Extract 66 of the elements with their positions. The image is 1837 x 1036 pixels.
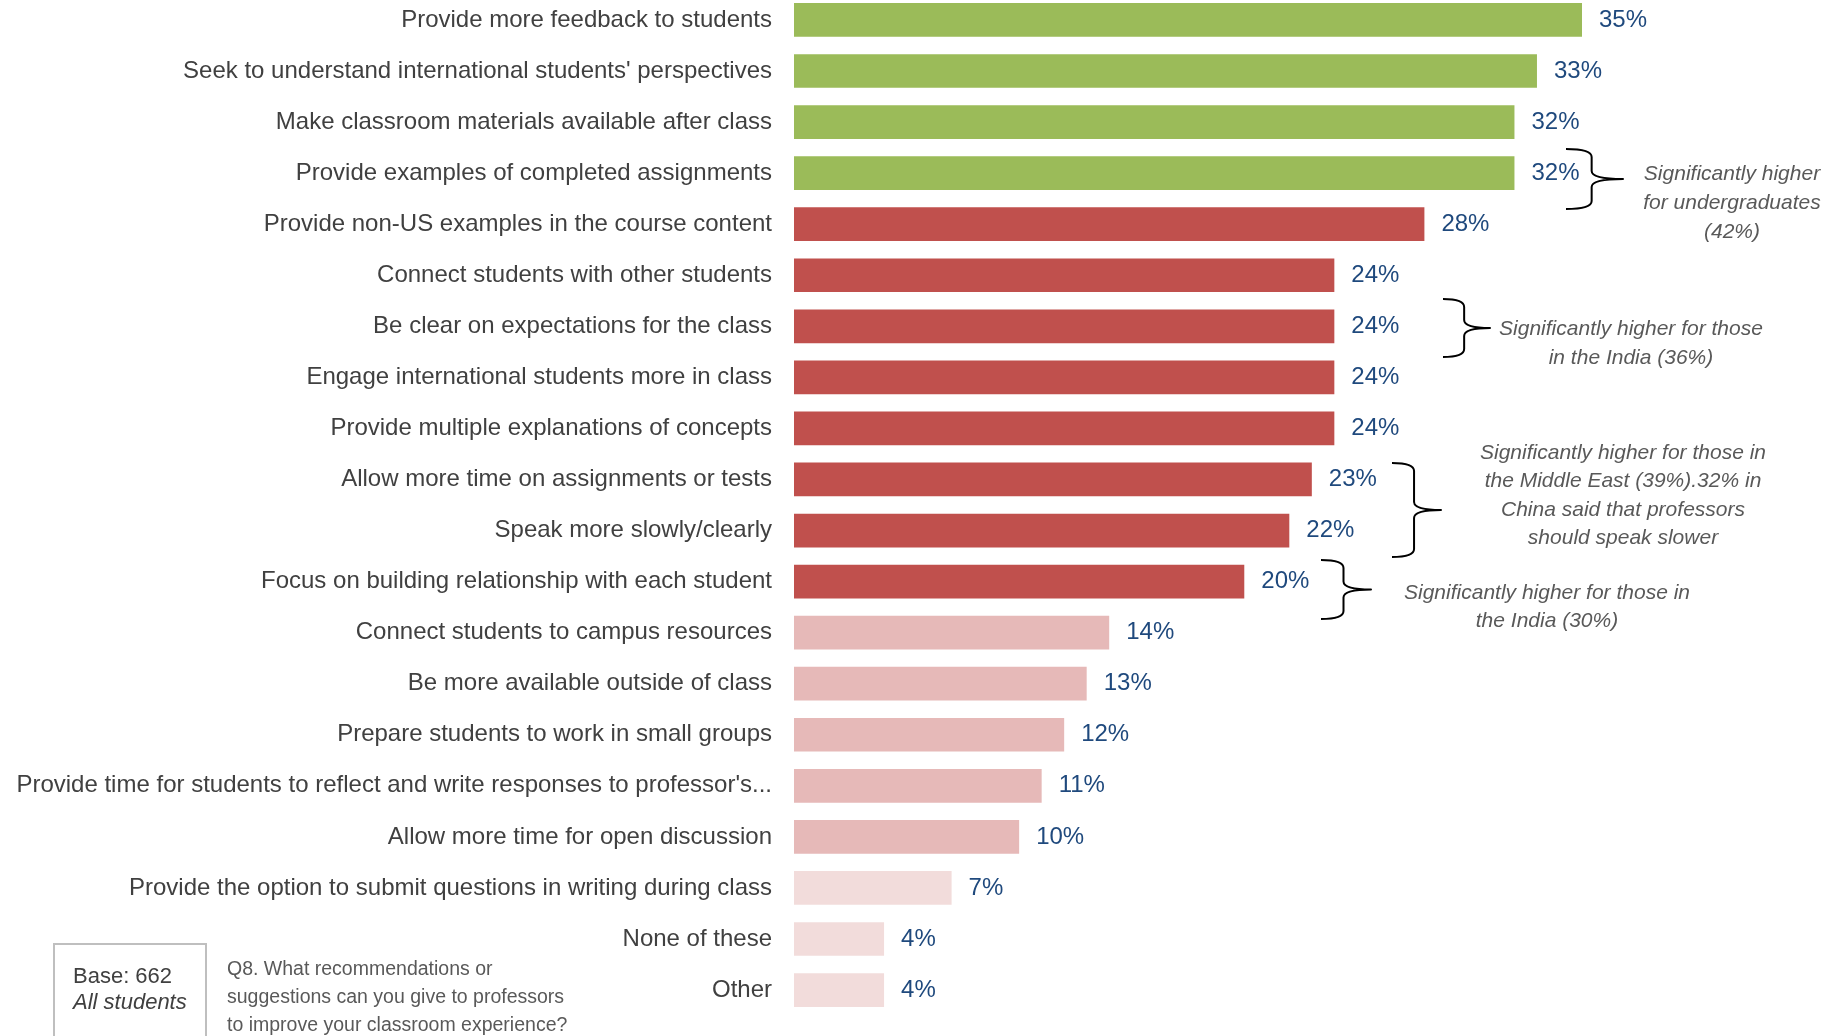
y-tick-label: Be more available outside of class [407,668,772,696]
note-box: Base: 662 All students [53,943,207,1036]
data-label: 32% [1531,106,1580,134]
data-label: 22% [1306,515,1355,543]
y-tick-label: Seek to understand international students' perspectives [183,55,772,83]
data-label: 4% [901,923,936,951]
data-label: 20% [1261,566,1310,594]
data-label: 24% [1351,259,1400,287]
bar [794,360,1335,395]
data-label: 12% [1081,719,1130,747]
annotation: Significantly higher for those in the India (36%) [1498,314,1764,370]
bar [794,922,885,956]
y-tick-label: Focus on building relationship with each student [261,566,773,594]
bar [794,564,1245,599]
data-label: 7% [968,872,1004,900]
y-tick-label: Prepare students to work in small groups [337,719,772,747]
text: Significantly higher for undergraduates (42%) [1642,159,1822,244]
bar [794,54,1537,88]
data-label: 28% [1441,208,1490,236]
bar [794,207,1425,242]
bar [794,820,1020,854]
annotation: Significantly higher for those in the Middle East (39%).32% in China said that professors should speak slower [1479,438,1767,551]
bar [794,3,1582,37]
y-tick-label: Provide non-US examples in the course content [263,208,773,236]
y-tick-label: Provide more feedback to students [401,4,772,32]
y-tick-label: Provide time for students to reflect and write responses to professor's... [16,770,772,798]
data-label: 4% [901,974,936,1002]
data-label: 24% [1351,361,1400,389]
y-tick-label: Provide the option to submit questions in writing during class [128,872,772,900]
y-tick-label: Connect students to campus resources [355,617,772,645]
bar [794,768,1042,803]
bar [794,513,1290,548]
annotation: Significantly higher for those in the India (30%) [1403,578,1691,634]
data-label: 24% [1351,413,1400,441]
bar [794,258,1335,293]
text: Q8. What recommendations or suggestions can you give to professors to improve your classroom experience? [227,956,569,1036]
data-label: 32% [1531,157,1580,185]
data-label: 35% [1599,4,1648,32]
data-label: 13% [1103,668,1152,696]
y-tick-label: Provide examples of completed assignments [295,157,772,185]
y-tick-label: Connect students with other students [377,259,772,287]
data-label: 14% [1126,617,1175,645]
data-label: 23% [1328,464,1377,492]
y-tick-label: Allow more time for open discussion [387,821,772,849]
y-tick-label: Make classroom materials available after class [275,106,772,134]
bar [794,156,1515,190]
y-tick-label: Speak more slowly/clearly [494,515,772,543]
y-tick-label: Allow more time on assignments or tests [341,464,772,492]
y-tick-label: None of these [622,923,772,951]
y-tick-label: Provide multiple explanations of concepts [330,413,772,441]
y-tick-label: Engage international students more in class [306,361,772,389]
data-label: 11% [1058,770,1105,798]
data-label: 10% [1036,821,1085,849]
bar [794,309,1335,344]
y-tick-label: Other [711,974,772,1002]
data-label: 33% [1553,55,1603,83]
bar [794,411,1335,446]
data-label: 24% [1351,310,1400,338]
bar [794,462,1312,497]
bar [794,871,952,905]
bar [794,105,1515,139]
bar [794,666,1087,701]
y-tick-label: Be clear on expectations for the class [373,310,772,338]
bar [794,973,885,1007]
bar [794,717,1065,752]
bar [794,615,1110,650]
